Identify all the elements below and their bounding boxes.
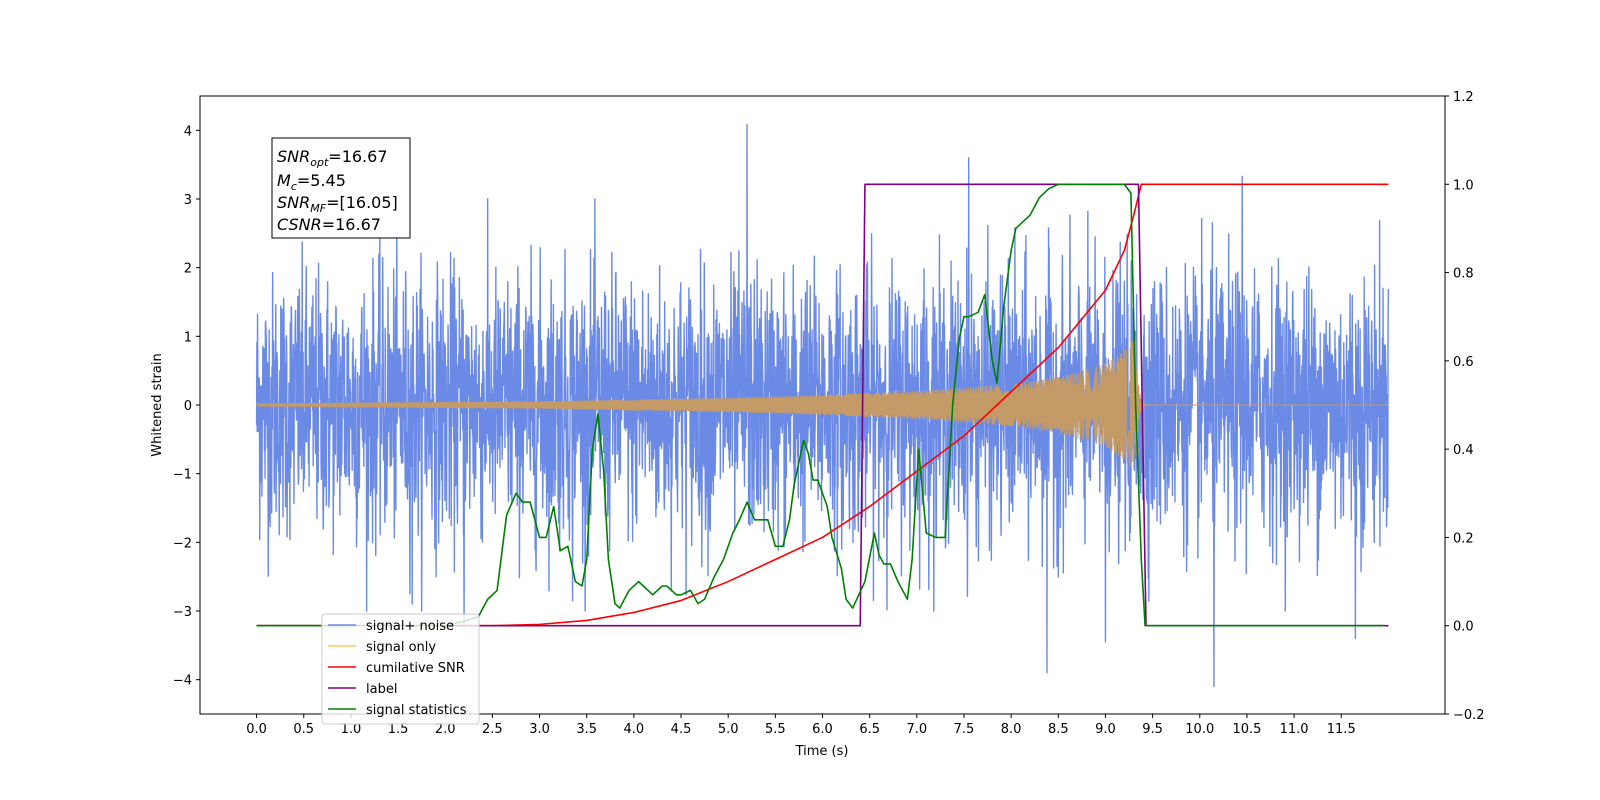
y-right-tick-label: 0.4 bbox=[1453, 443, 1474, 458]
x-tick-label: 5.0 bbox=[718, 722, 739, 737]
svg-text:signal only: signal only bbox=[366, 640, 436, 655]
y-left-tick-label: 2 bbox=[184, 262, 192, 277]
x-axis-ticks: 0.0 0.5 1.0 1.5 2.0 2.5 3.0 3.5 4.0 4.5 5.0 5.5 6.0 6… bbox=[246, 714, 1356, 737]
x-tick-label: 10.0 bbox=[1185, 722, 1214, 737]
legend: signal+ noise signal only cumilative SNR… bbox=[321, 613, 480, 725]
x-tick-label: 0.0 bbox=[246, 722, 267, 737]
y-right-tick-label: 0.6 bbox=[1453, 355, 1474, 370]
x-tick-label: 11.5 bbox=[1327, 722, 1356, 737]
y-right-axis-ticks: −0.2 0.0 0.2 0.4 0.6 0.8 1.0 1.2 bbox=[1445, 90, 1485, 723]
x-tick-label: 6.5 bbox=[859, 722, 880, 737]
y-left-tick-label: 1 bbox=[184, 330, 192, 345]
x-tick-label: 8.0 bbox=[1001, 722, 1022, 737]
series-signal-plus-noise bbox=[255, 124, 1390, 688]
legend-frame bbox=[321, 613, 480, 725]
legend-item-signal-statistics: signal statistics bbox=[328, 703, 467, 718]
y-right-tick-label: 0.2 bbox=[1453, 531, 1474, 546]
svg-text:signal statistics: signal statistics bbox=[366, 703, 467, 718]
stats-csnr: CSNR=16.67 bbox=[277, 215, 381, 234]
legend-item-label: label bbox=[328, 682, 397, 697]
stats-snr-opt: SNRopt=16.67 bbox=[277, 147, 388, 169]
legend-item-cumulative-snr: cumilative SNR bbox=[328, 661, 465, 676]
x-tick-label: 6.0 bbox=[812, 722, 833, 737]
y-left-tick-label: 3 bbox=[184, 193, 192, 208]
y-axis-label: Whitened strain bbox=[150, 353, 165, 456]
x-tick-label: 2.0 bbox=[435, 722, 456, 737]
x-tick-label: 5.5 bbox=[765, 722, 786, 737]
x-tick-label: 0.5 bbox=[293, 722, 314, 737]
x-tick-label: 10.5 bbox=[1232, 722, 1261, 737]
x-tick-label: 9.0 bbox=[1095, 722, 1116, 737]
y-left-tick-label: −4 bbox=[173, 674, 192, 689]
x-tick-label: 11.0 bbox=[1280, 722, 1309, 737]
x-tick-label: 3.5 bbox=[576, 722, 597, 737]
y-left-axis-ticks: −4 −3 −2 −1 0 1 2 3 4 bbox=[173, 124, 200, 689]
y-right-tick-label: 0.8 bbox=[1453, 267, 1474, 282]
series-signal-only bbox=[256, 339, 1389, 469]
legend-item-signal-noise: signal+ noise bbox=[328, 619, 454, 634]
x-tick-label: 4.0 bbox=[624, 722, 645, 737]
series-signal-only bbox=[256, 339, 1389, 469]
y-left-tick-label: −1 bbox=[173, 468, 192, 483]
stats-mc: Mc=5.45 bbox=[277, 171, 346, 193]
y-left-tick-label: −3 bbox=[173, 605, 192, 620]
x-tick-label: 9.5 bbox=[1142, 722, 1163, 737]
x-tick-label: 7.0 bbox=[906, 722, 927, 737]
y-left-tick-label: −2 bbox=[173, 536, 192, 551]
series-signal-statistics bbox=[256, 183, 1384, 627]
x-tick-label: 8.5 bbox=[1048, 722, 1069, 737]
y-right-tick-label: 1.0 bbox=[1453, 178, 1474, 193]
y-left-tick-label: 4 bbox=[184, 124, 192, 139]
stats-snr-mf: SNRMF=[16.05] bbox=[277, 193, 398, 215]
y-right-tick-label: 1.2 bbox=[1453, 90, 1474, 105]
y-right-tick-label: −0.2 bbox=[1453, 708, 1485, 723]
x-tick-label: 3.0 bbox=[529, 722, 550, 737]
x-tick-label: 2.5 bbox=[482, 722, 503, 737]
legend-item-signal-only: signal only bbox=[328, 640, 436, 655]
y-left-tick-label: 0 bbox=[184, 399, 192, 414]
x-tick-label: 1.5 bbox=[388, 722, 409, 737]
svg-text:label: label bbox=[366, 682, 397, 697]
x-tick-label: 4.5 bbox=[671, 722, 692, 737]
series-cumilative-snr bbox=[256, 183, 1389, 627]
series-signal-noise bbox=[255, 124, 1390, 688]
x-tick-label: 1.0 bbox=[341, 722, 362, 737]
series-lines bbox=[256, 183, 1389, 627]
x-tick-label: 7.5 bbox=[954, 722, 975, 737]
svg-text:signal+ noise: signal+ noise bbox=[366, 619, 454, 634]
x-axis-label: Time (s) bbox=[795, 744, 849, 759]
stats-box: SNRopt=16.67 Mc=5.45 SNRMF=[16.05] CSNR=… bbox=[271, 137, 411, 239]
svg-text:cumilative SNR: cumilative SNR bbox=[366, 661, 465, 676]
y-right-tick-label: 0.0 bbox=[1453, 620, 1474, 635]
